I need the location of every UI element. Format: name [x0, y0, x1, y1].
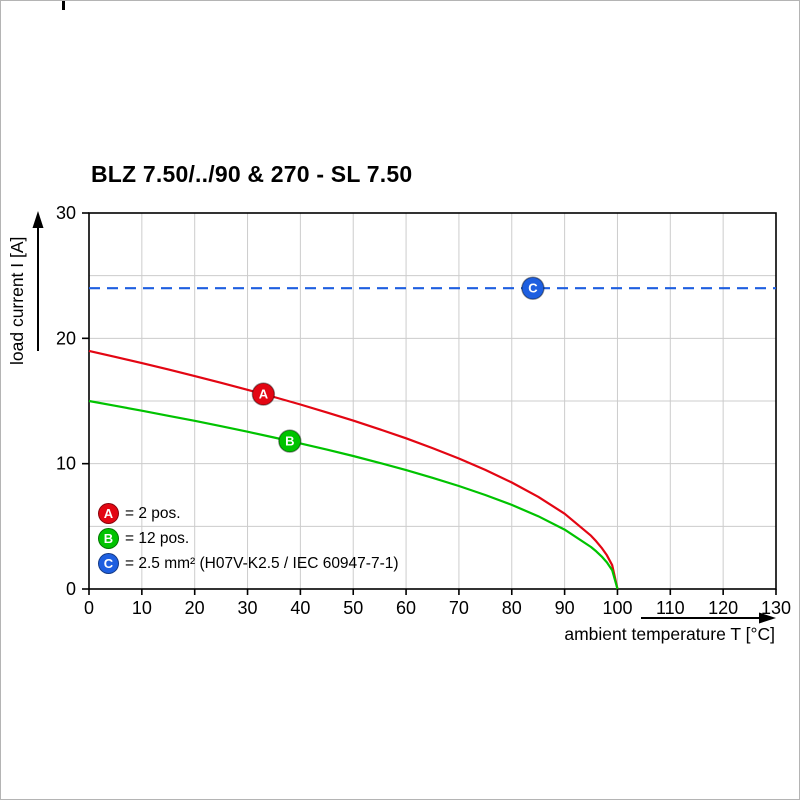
svg-text:B: B — [285, 434, 294, 449]
legend-badge-b: B — [98, 528, 119, 549]
svg-text:130: 130 — [761, 598, 791, 618]
svg-text:0: 0 — [66, 579, 76, 599]
legend-item-c: C = 2.5 mm² (H07V-K2.5 / IEC 60947-7-1) — [98, 553, 399, 574]
svg-text:20: 20 — [185, 598, 205, 618]
svg-text:90: 90 — [555, 598, 575, 618]
chart-title: BLZ 7.50/../90 & 270 - SL 7.50 — [91, 161, 413, 187]
legend-label-a: = 2 pos. — [125, 504, 181, 522]
svg-text:80: 80 — [502, 598, 522, 618]
svg-text:50: 50 — [343, 598, 363, 618]
x-axis-label: ambient temperature T [°C] — [564, 624, 775, 644]
legend-label-b: = 12 pos. — [125, 529, 190, 547]
svg-text:70: 70 — [449, 598, 469, 618]
chart-legend: A = 2 pos. B = 12 pos. C = 2.5 mm² (H07V… — [98, 503, 399, 578]
svg-text:30: 30 — [56, 203, 76, 223]
svg-text:10: 10 — [56, 454, 76, 474]
svg-text:C: C — [528, 281, 538, 296]
svg-text:60: 60 — [396, 598, 416, 618]
page-edge-mark — [62, 1, 65, 10]
svg-text:30: 30 — [238, 598, 258, 618]
svg-text:40: 40 — [290, 598, 310, 618]
svg-text:10: 10 — [132, 598, 152, 618]
legend-item-a: A = 2 pos. — [98, 503, 399, 524]
legend-badge-a: A — [98, 503, 119, 524]
legend-item-b: B = 12 pos. — [98, 528, 399, 549]
svg-text:110: 110 — [656, 598, 685, 618]
svg-text:A: A — [259, 387, 269, 402]
svg-text:100: 100 — [602, 598, 632, 618]
legend-badge-c: C — [98, 553, 119, 574]
svg-text:120: 120 — [708, 598, 738, 618]
svg-text:20: 20 — [56, 328, 76, 348]
legend-label-c: = 2.5 mm² (H07V-K2.5 / IEC 60947-7-1) — [125, 554, 399, 572]
svg-text:0: 0 — [84, 598, 94, 618]
